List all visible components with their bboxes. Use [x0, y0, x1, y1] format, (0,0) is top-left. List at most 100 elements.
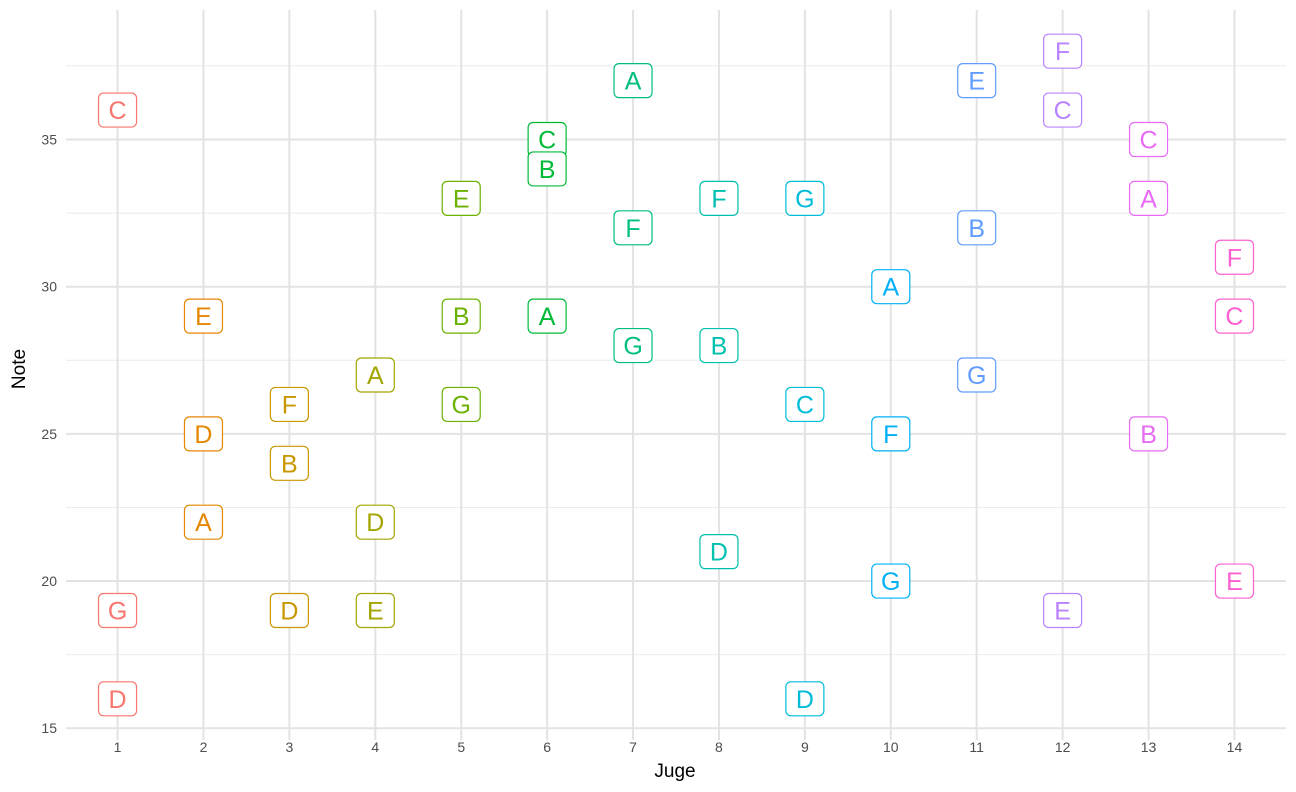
point-label-box [355, 357, 395, 393]
point-label-text: C [1140, 127, 1158, 155]
point-label: F [1214, 239, 1255, 275]
point-label-box [871, 416, 911, 452]
point-label-text: B [1140, 421, 1157, 449]
point-label-box [1214, 298, 1255, 334]
point-label-box [183, 298, 224, 334]
x-tick-label: 8 [715, 739, 723, 755]
y-axis-title: Note [9, 349, 30, 389]
point-label-box [1043, 592, 1083, 629]
point-label-text: A [1140, 185, 1157, 213]
point-label: D [183, 416, 224, 452]
point-label-box [613, 63, 653, 99]
x-tick-label: 6 [543, 739, 551, 755]
point-label-box [1043, 33, 1083, 69]
point-label-box [1214, 239, 1255, 275]
point-label-box [355, 504, 395, 540]
point-label-text: D [710, 539, 728, 567]
point-label-text: G [795, 185, 814, 213]
point-label-box [957, 357, 997, 393]
point-label-box [1128, 416, 1169, 452]
x-tick-label: 7 [629, 739, 637, 755]
point-label-text: G [623, 333, 642, 361]
point-label: B [699, 327, 739, 364]
point-label: F [613, 210, 653, 246]
point-label-text: B [539, 156, 556, 184]
x-tick-label: 2 [200, 739, 208, 755]
point-label: E [355, 592, 395, 629]
point-label: G [97, 592, 138, 629]
point-label: F [1043, 33, 1083, 69]
point-label: G [613, 327, 653, 364]
x-axis-title: Juge [654, 761, 695, 782]
point-label-text: B [453, 303, 470, 331]
point-label: D [355, 504, 395, 540]
point-label: A [871, 269, 911, 305]
y-tick-labels: 15 20 25 30 35 [41, 132, 57, 737]
point-label-box [527, 151, 567, 187]
point-label-text: C [538, 127, 556, 155]
x-tick-labels: 1 2 3 4 5 6 7 8 9 10 11 12 13 14 [114, 739, 1243, 755]
x-tick-label: 1 [114, 739, 122, 755]
point-label-box [97, 681, 138, 717]
point-label: F [871, 416, 911, 452]
point-label: A [183, 504, 224, 540]
point-label-text: D [194, 421, 212, 449]
point-label: G [785, 180, 825, 216]
point-label-box [613, 327, 653, 364]
x-tick-label: 14 [1227, 739, 1243, 755]
point-label: D [699, 534, 739, 570]
point-label-text: F [282, 391, 297, 419]
point-label-box [871, 563, 911, 599]
point-label-text: C [796, 391, 814, 419]
point-label: G [441, 386, 481, 423]
x-tick-label: 3 [285, 739, 293, 755]
point-label-text: C [1054, 97, 1072, 125]
point-label-text: A [195, 509, 212, 537]
point-label: F [699, 180, 739, 216]
point-label-text: F [711, 185, 726, 213]
point-label-text: F [1055, 38, 1070, 66]
point-label-box [957, 63, 997, 99]
point-label: D [97, 681, 138, 717]
point-label-text: E [1054, 597, 1071, 625]
point-label-text: E [1226, 568, 1243, 596]
point-label-text: A [625, 68, 642, 96]
point-label: C [97, 92, 138, 128]
x-tick-label: 13 [1141, 739, 1157, 755]
point-label: A [355, 357, 395, 393]
point-label-text: A [539, 303, 556, 331]
point-label: E [183, 298, 224, 334]
point-label-box [1043, 92, 1083, 128]
point-label-text: F [1227, 244, 1242, 272]
y-tick-label: 30 [41, 279, 57, 295]
point-label-text: D [796, 686, 814, 714]
point-label-text: B [711, 333, 728, 361]
y-tick-label: 25 [41, 426, 57, 442]
data-labels: CGDEDAFBDADEEBGCBAAFGFBDGCDAFGEBGFCECABF… [97, 33, 1255, 717]
y-tick-label: 20 [41, 573, 57, 589]
point-label-box [871, 269, 911, 305]
point-label: B [527, 151, 567, 187]
point-label: B [441, 298, 481, 334]
point-label-box [269, 386, 309, 423]
point-label-box [269, 445, 309, 481]
point-label-box [183, 416, 224, 452]
point-label: C [785, 386, 825, 423]
point-label: E [441, 180, 481, 216]
point-label-text: E [195, 303, 212, 331]
point-label: A [613, 63, 653, 99]
point-label-text: D [366, 509, 384, 537]
point-label: A [1128, 180, 1169, 216]
point-label: D [785, 681, 825, 717]
point-label-box [613, 210, 653, 246]
point-label-text: G [108, 597, 127, 625]
point-label-box [785, 681, 825, 717]
point-label-text: F [625, 215, 640, 243]
point-label-text: E [968, 68, 985, 96]
point-label: B [957, 210, 997, 246]
point-label-box [699, 534, 739, 570]
x-tick-label: 4 [371, 739, 379, 755]
point-label-box [785, 180, 825, 216]
point-label-box [441, 298, 481, 334]
point-label: C [527, 121, 567, 158]
